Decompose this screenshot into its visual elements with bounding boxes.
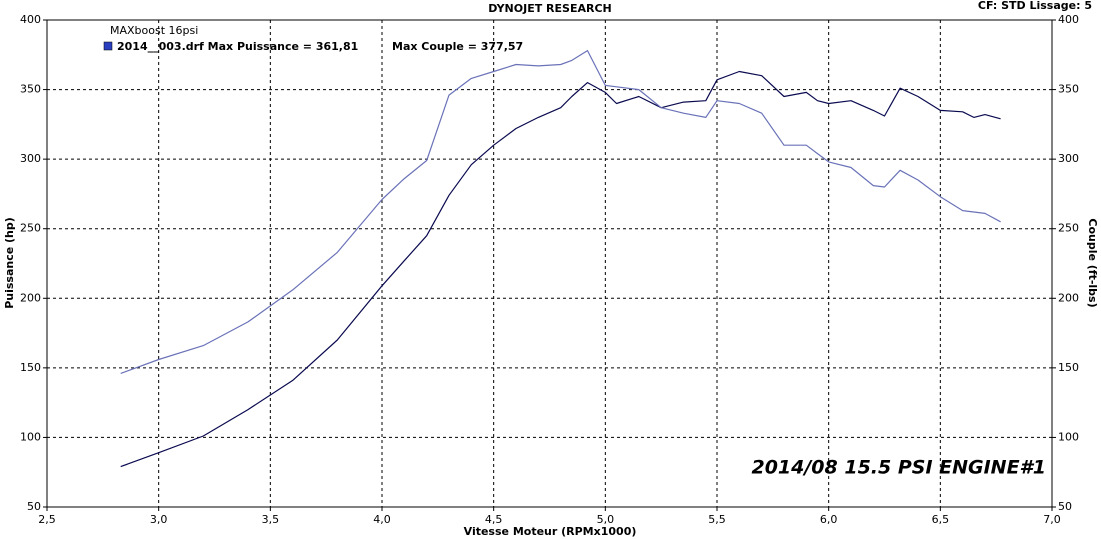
x-tick-label: 4,5: [485, 513, 503, 526]
y-tick-label: 350: [20, 83, 41, 96]
y-tick-label: 250: [20, 222, 41, 235]
legend-marker: [103, 41, 113, 51]
y-axis-label: Puissance (hp): [3, 217, 16, 309]
chart-title: DYNOJET RESEARCH: [488, 2, 611, 15]
annotation: 2014/08 15.5 PSI ENGINE#1: [751, 457, 1046, 479]
legend-entry: Max Couple = 377,57: [392, 40, 523, 53]
x-tick-label: 4,0: [373, 513, 391, 526]
y-tick-label: 300: [20, 152, 41, 165]
y2-tick-label: 100: [1058, 430, 1079, 443]
y-tick-label: 400: [20, 13, 41, 26]
y2-tick-label: 50: [1058, 500, 1072, 513]
y2-tick-label: 150: [1058, 361, 1079, 374]
x-tick-label: 2,5: [38, 513, 56, 526]
y2-tick-label: 350: [1058, 83, 1079, 96]
x-tick-label: 7,0: [1043, 513, 1061, 526]
y2-tick-label: 300: [1058, 152, 1079, 165]
series-line: [120, 50, 1001, 374]
x-tick-label: 3,0: [150, 513, 168, 526]
y-tick-label: 100: [20, 430, 41, 443]
y-tick-label: 150: [20, 361, 41, 374]
y2-tick-label: 200: [1058, 291, 1079, 304]
y2-axis-label: Couple (ft-lbs): [1086, 218, 1099, 307]
series-line: [120, 70, 1001, 468]
legend-title: MAXboost 16psi: [110, 24, 198, 37]
plot-frame: [46, 19, 1053, 508]
x-tick-label: 6,5: [932, 513, 950, 526]
y-tick-label: 200: [20, 291, 41, 304]
x-axis-label: Vitesse Moteur (RPMx1000): [464, 525, 637, 538]
chart-subtitle: CF: STD Lissage: 5: [978, 0, 1092, 12]
x-tick-label: 5,5: [708, 513, 726, 526]
x-tick-label: 5,0: [597, 513, 615, 526]
x-tick-label: 3,5: [262, 513, 280, 526]
y-tick-label: 50: [27, 500, 41, 513]
legend-entry: 2014__003.drf Max Puissance = 361,81: [117, 40, 358, 53]
y2-tick-label: 400: [1058, 13, 1079, 26]
y2-tick-label: 250: [1058, 222, 1079, 235]
x-tick-label: 6,0: [820, 513, 838, 526]
